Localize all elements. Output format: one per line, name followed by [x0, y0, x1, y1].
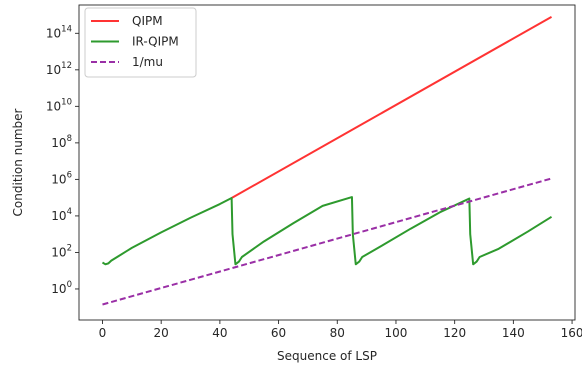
- legend-box: [84, 7, 197, 78]
- y-tick-label: 100: [51, 280, 72, 296]
- plot-area: [101, 15, 553, 306]
- y-tick-label: 1010: [46, 97, 72, 113]
- y-tick-label: 1012: [46, 61, 72, 77]
- legend-label: IR-QIPM: [132, 35, 179, 49]
- x-tick-label: 80: [330, 326, 345, 340]
- x-tick-label: 40: [212, 326, 227, 340]
- x-tick-label: 160: [561, 326, 582, 340]
- legend: QIPM IR-QIPM 1/mu: [84, 7, 197, 78]
- y-axis: 100 102 104 106 108 1010 1012 1014: [46, 24, 79, 296]
- x-tick-label: 0: [99, 326, 107, 340]
- x-axis: 0 20 40 60 80 100 120 140 160: [99, 320, 582, 340]
- y-tick-label: 1014: [46, 24, 72, 40]
- series-line-ir-qipm: [101, 196, 553, 266]
- x-tick-label: 20: [154, 326, 169, 340]
- x-tick-label: 140: [502, 326, 525, 340]
- plot-frame: [78, 4, 576, 321]
- x-axis-label: Sequence of LSP: [277, 349, 377, 363]
- y-axis-label: Condition number: [11, 108, 25, 216]
- y-tick-label: 102: [51, 243, 72, 259]
- y-tick-label: 108: [51, 134, 72, 150]
- legend-label: 1/mu: [132, 55, 163, 69]
- y-tick-label: 106: [51, 170, 72, 186]
- legend-label: QIPM: [132, 14, 163, 28]
- x-tick-label: 60: [271, 326, 286, 340]
- series-line-1-mu: [102, 177, 552, 306]
- y-tick-label: 104: [51, 207, 72, 223]
- x-tick-label: 100: [385, 326, 408, 340]
- series-line-qipm: [231, 15, 553, 199]
- x-tick-label: 120: [443, 326, 466, 340]
